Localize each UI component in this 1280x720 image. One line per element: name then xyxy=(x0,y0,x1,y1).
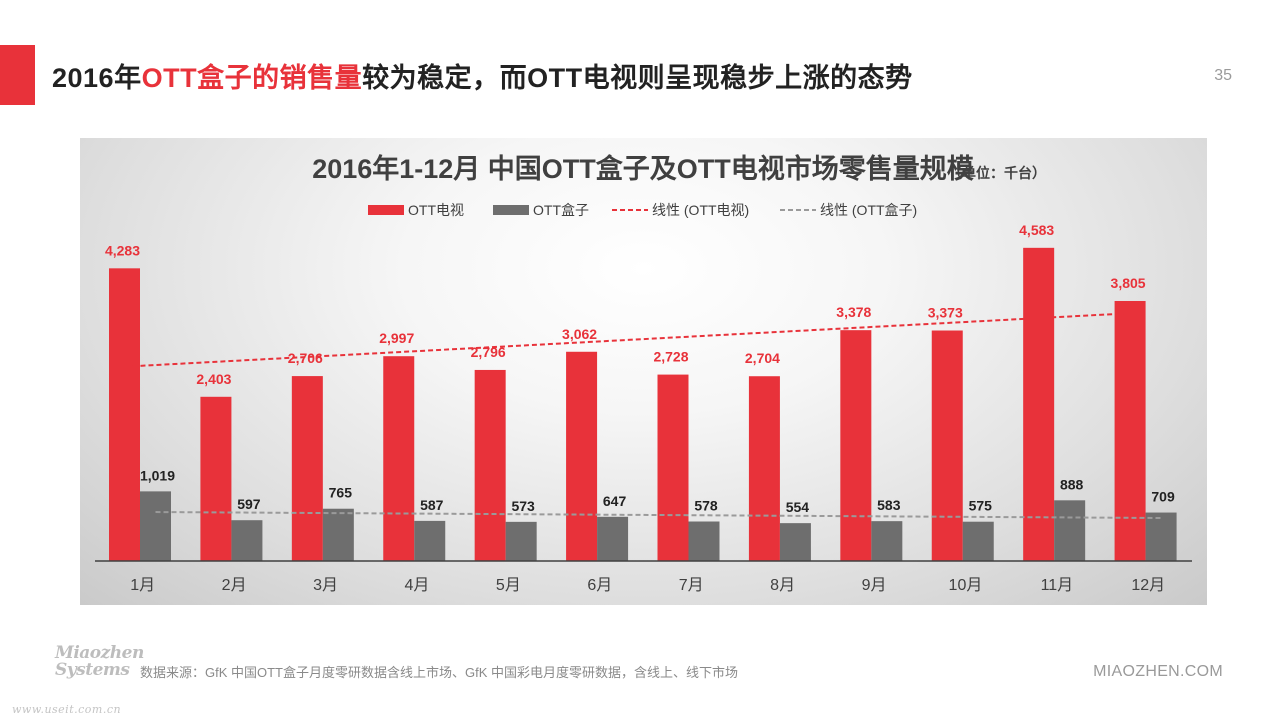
legend-swatch-1 xyxy=(368,205,404,215)
label-ott-tv-1: 4,283 xyxy=(105,242,140,258)
chart-bars xyxy=(109,247,1177,561)
bar-ott-tv-7 xyxy=(657,374,689,561)
bar-ott-tv-6 xyxy=(566,351,598,561)
logo-line-2: Systems xyxy=(55,660,130,680)
x-tick-1: 1月 xyxy=(130,577,155,594)
logo-line-1: Miaozhen xyxy=(55,643,144,663)
x-tick-7: 7月 xyxy=(679,577,704,594)
bar-ott-box-6 xyxy=(597,516,629,561)
label-ott-box-5: 573 xyxy=(511,498,535,514)
bar-ott-tv-9 xyxy=(840,330,872,561)
bar-ott-tv-2 xyxy=(200,396,232,561)
trendline-ott-tv xyxy=(124,312,1131,368)
x-tick-11: 11月 xyxy=(1041,577,1074,594)
x-axis-tick-labels: 1月 2月 3月 4月 5月 6月 7月 8月 9月 10月 11月 12月 xyxy=(130,577,1165,594)
chart-unit: （单位：千台） xyxy=(948,165,1046,181)
label-ott-box-11: 888 xyxy=(1060,476,1084,492)
label-ott-box-10: 575 xyxy=(969,498,993,514)
label-ott-tv-6: 3,062 xyxy=(562,326,597,342)
label-ott-tv-10: 3,373 xyxy=(928,305,963,321)
x-tick-3: 3月 xyxy=(313,577,338,594)
label-ott-box-9: 583 xyxy=(877,497,901,513)
label-ott-box-3: 765 xyxy=(329,485,353,501)
bar-ott-tv-1 xyxy=(109,268,140,561)
page-number: 35 xyxy=(1214,67,1232,84)
label-ott-tv-11: 4,583 xyxy=(1019,222,1054,238)
label-ott-box-4: 587 xyxy=(420,497,444,513)
label-ott-box-6: 647 xyxy=(603,493,627,509)
label-ott-tv-7: 2,728 xyxy=(653,349,688,365)
chart-panel: 2016年1-12月 中国OTT盒子及OTT电视市场零售量规模 （单位：千台） … xyxy=(80,138,1207,605)
legend-label-2: OTT盒子 xyxy=(533,202,589,218)
label-ott-tv-3: 2,706 xyxy=(288,350,323,366)
label-ott-tv-4: 2,997 xyxy=(379,330,414,346)
slide-title: 2016年OTT盒子的销售量较为稳定，而OTT电视则呈现稳步上涨的态势 xyxy=(52,56,913,95)
bar-ott-box-11 xyxy=(1054,500,1086,561)
title-part-3: 较为稳定，而OTT电视则呈现稳步上涨的态势 xyxy=(362,63,913,93)
label-ott-box-7: 578 xyxy=(694,498,718,514)
bar-ott-box-9 xyxy=(871,521,903,561)
x-tick-6: 6月 xyxy=(587,577,612,594)
bar-ott-tv-11 xyxy=(1023,247,1055,561)
label-ott-tv-9: 3,378 xyxy=(836,304,871,320)
label-ott-tv-5: 2,796 xyxy=(471,344,506,360)
x-tick-10: 10月 xyxy=(949,577,983,594)
x-tick-9: 9月 xyxy=(862,577,887,594)
label-ott-box-1: 1,019 xyxy=(140,467,175,483)
bar-ott-box-1 xyxy=(140,491,171,561)
label-ott-box-8: 554 xyxy=(786,499,810,515)
x-tick-12: 12月 xyxy=(1131,577,1165,594)
bar-ott-box-12 xyxy=(1145,512,1177,561)
legend-label-3: 线性 (OTT电视) xyxy=(652,202,749,218)
x-tick-4: 4月 xyxy=(405,577,430,594)
bar-ott-box-5 xyxy=(505,521,537,561)
bar-ott-tv-8 xyxy=(748,376,780,561)
bar-ott-box-4 xyxy=(414,520,446,561)
data-source-note: 数据来源：GfK 中国OTT盒子月度零研数据含线上市场、GfK 中国彩电月度零研… xyxy=(140,665,739,680)
bar-ott-tv-10 xyxy=(931,330,963,561)
label-ott-box-12: 709 xyxy=(1151,489,1175,505)
bar-ott-box-7 xyxy=(688,521,720,561)
retail-volume-chart: 2016年1-12月 中国OTT盒子及OTT电视市场零售量规模 （单位：千台） … xyxy=(95,153,1192,594)
bar-ott-box-2 xyxy=(231,520,263,561)
legend-label-4: 线性 (OTT盒子) xyxy=(820,202,917,218)
chart-title: 2016年1-12月 中国OTT盒子及OTT电视市场零售量规模 xyxy=(312,153,974,184)
chart-legend: OTT电视 OTT盒子 线性 (OTT电视) 线性 (OTT盒子) xyxy=(368,202,917,218)
legend-swatch-2 xyxy=(493,205,529,215)
bar-ott-tv-12 xyxy=(1114,300,1146,561)
title-part-1: 2016年 xyxy=(52,63,142,93)
title-accent-bar xyxy=(0,45,35,105)
bar-ott-tv-5 xyxy=(474,369,506,561)
chart-trendlines xyxy=(124,312,1162,519)
legend-label-1: OTT电视 xyxy=(408,202,464,218)
label-ott-tv-2: 2,403 xyxy=(196,371,231,387)
label-ott-tv-8: 2,704 xyxy=(745,350,780,366)
bar-ott-tv-3 xyxy=(291,376,323,561)
bar-ott-box-10 xyxy=(962,521,994,561)
title-part-2-highlight: OTT盒子的销售量 xyxy=(141,63,363,93)
x-tick-5: 5月 xyxy=(496,577,521,594)
label-ott-tv-12: 3,805 xyxy=(1111,275,1146,291)
watermark-url: www.useit.com.cn xyxy=(12,703,122,716)
x-tick-8: 8月 xyxy=(770,577,795,594)
bar-ott-tv-4 xyxy=(383,356,415,561)
x-tick-2: 2月 xyxy=(222,577,247,594)
chart-data-labels: 4,283 1,019 2,403 597 2,706 765 2,997 587 2,796 5… xyxy=(105,222,1175,515)
bar-ott-box-3 xyxy=(322,508,354,561)
bar-ott-box-8 xyxy=(779,523,811,561)
miaozhen-logo: Miaozhen Systems xyxy=(55,643,144,715)
label-ott-box-2: 597 xyxy=(237,496,261,512)
brand-url: MIAOZHEN.COM xyxy=(1093,663,1223,680)
